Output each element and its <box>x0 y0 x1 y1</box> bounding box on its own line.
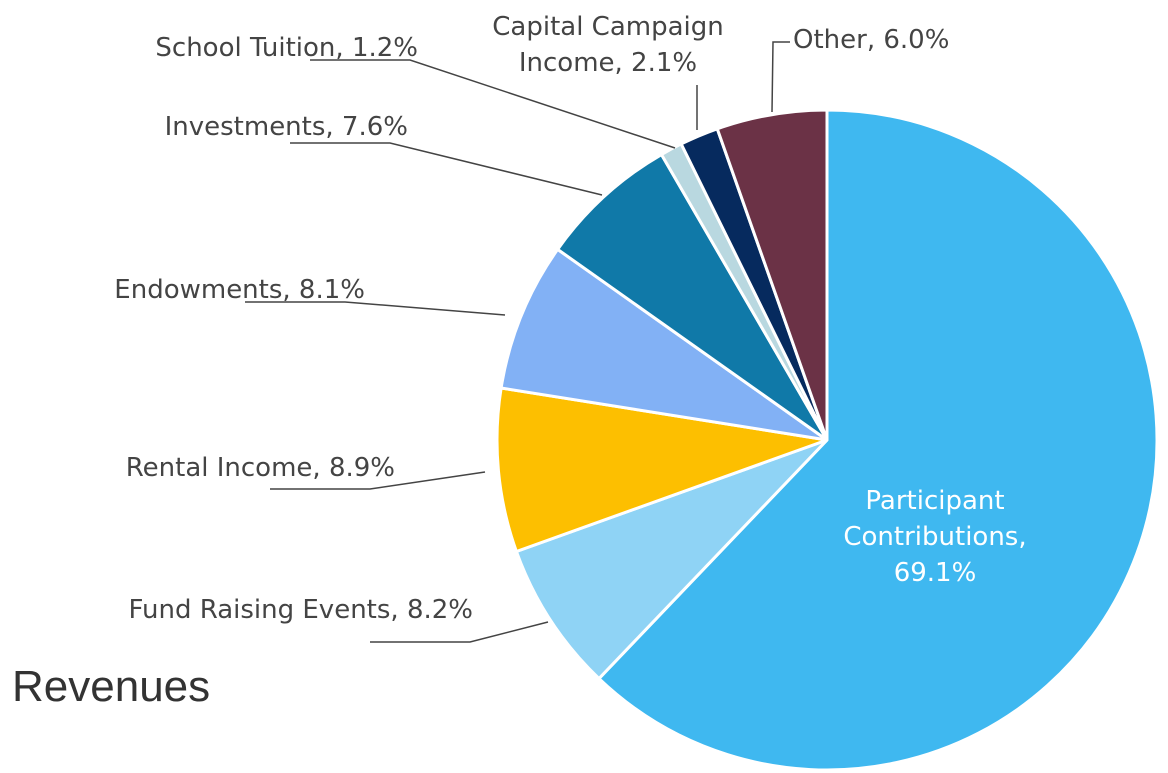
leader-line <box>270 471 486 490</box>
pie-slice <box>514 438 829 681</box>
pie-slice <box>499 247 828 442</box>
leader-line <box>290 142 603 196</box>
pie-slice <box>555 152 829 442</box>
pie-slice <box>495 386 828 554</box>
data-label: School Tuition, 1.2% <box>155 33 418 63</box>
leader-line <box>771 41 790 113</box>
leader-line <box>245 301 506 316</box>
data-label: Endowments, 8.1% <box>114 275 365 305</box>
pie-slice <box>715 108 829 441</box>
data-label: Investments, 7.6% <box>164 112 408 142</box>
data-label: Other, 6.0% <box>793 25 950 55</box>
data-label: Fund Raising Events, 8.2% <box>128 595 473 625</box>
leader-line <box>370 621 549 643</box>
pie-slice <box>596 108 1159 772</box>
leader-line <box>310 59 676 149</box>
data-label: Rental Income, 8.9% <box>125 453 395 483</box>
chart-title: Revenues <box>12 662 211 711</box>
data-label: Participant Contributions, 69.1% <box>843 486 1027 588</box>
data-label: Capital Campaign Income, 2.1% <box>492 12 724 78</box>
